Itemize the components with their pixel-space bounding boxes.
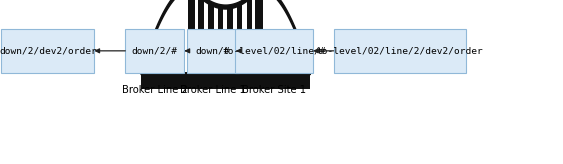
Bar bbox=[198, 0, 204, 89]
Text: down/2/dev2/order: down/2/dev2/order bbox=[0, 46, 97, 55]
FancyBboxPatch shape bbox=[2, 29, 95, 73]
Bar bbox=[227, 6, 233, 89]
Text: Broker Line 1: Broker Line 1 bbox=[180, 85, 246, 95]
FancyBboxPatch shape bbox=[333, 29, 466, 73]
Text: to-level/02/line/#: to-level/02/line/# bbox=[222, 46, 326, 55]
Bar bbox=[247, 0, 252, 89]
FancyBboxPatch shape bbox=[187, 29, 239, 73]
Bar bbox=[187, 0, 195, 89]
Text: Broker Site 1: Broker Site 1 bbox=[242, 85, 306, 95]
Bar bbox=[255, 0, 263, 89]
Bar bbox=[208, 3, 213, 89]
FancyBboxPatch shape bbox=[235, 29, 313, 73]
FancyBboxPatch shape bbox=[126, 29, 185, 73]
Text: down/2/#: down/2/# bbox=[132, 46, 178, 55]
Bar bbox=[237, 3, 243, 89]
Bar bbox=[217, 6, 223, 89]
Text: down/#: down/# bbox=[195, 46, 230, 55]
Bar bbox=[141, 72, 310, 89]
Text: Broker Line 2: Broker Line 2 bbox=[122, 85, 188, 95]
Text: to-level/02/line/2/dev2/order: to-level/02/line/2/dev2/order bbox=[316, 46, 483, 55]
